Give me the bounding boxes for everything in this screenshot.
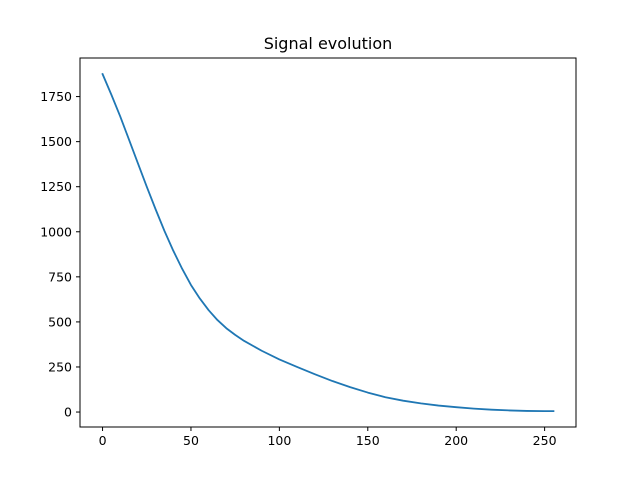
x-tick-label: 250 <box>533 433 557 448</box>
y-tick-label: 1750 <box>40 89 72 104</box>
chart-title: Signal evolution <box>264 34 393 53</box>
x-tick-label: 150 <box>356 433 380 448</box>
x-tick-label: 0 <box>99 433 107 448</box>
y-tick-label: 250 <box>48 359 72 374</box>
y-tick-label: 1500 <box>40 134 72 149</box>
plot-area-frame <box>79 57 577 428</box>
x-tick-label: 200 <box>444 433 468 448</box>
y-tick-label: 1000 <box>40 224 72 239</box>
y-tick-label: 0 <box>64 405 72 420</box>
x-tick-label: 100 <box>267 433 291 448</box>
series-line-0 <box>101 72 555 413</box>
y-tick-label: 750 <box>48 269 72 284</box>
y-tick-label: 500 <box>48 314 72 329</box>
x-tick-label: 50 <box>183 433 199 448</box>
y-tick-label: 1250 <box>40 179 72 194</box>
